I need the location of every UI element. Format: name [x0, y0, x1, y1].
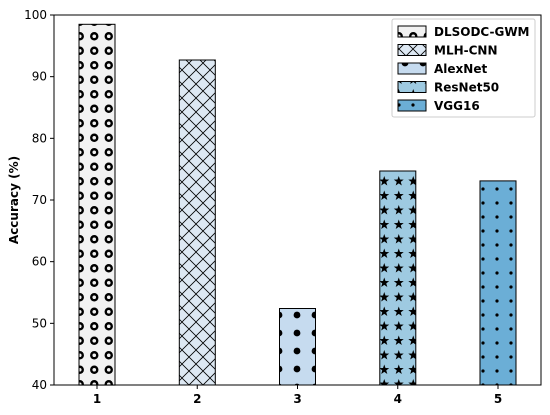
legend-label: VGG16 — [434, 99, 480, 113]
x-tick-label: 2 — [193, 392, 201, 406]
y-tick-label: 40 — [32, 378, 47, 392]
bars-layer — [78, 23, 517, 386]
y-axis: 40 50 60 70 80 90 100 — [24, 8, 54, 392]
y-axis-title: Accuracy (%) — [7, 156, 21, 244]
legend-frame — [391, 18, 536, 118]
legend-swatch — [397, 25, 427, 38]
x-tick-label: 3 — [293, 392, 301, 406]
bar-2 — [178, 59, 216, 386]
legend: DLSODC-GWM MLH-CNN AlexNet ResNet50 VGG16 — [391, 18, 536, 118]
bar-1 — [78, 23, 116, 386]
legend-label: DLSODC-GWM — [434, 25, 530, 39]
y-tick-label: 100 — [24, 8, 47, 22]
y-tick-label: 70 — [32, 193, 47, 207]
x-axis: 1 2 3 4 5 — [93, 385, 502, 406]
bar-4 — [379, 170, 417, 386]
bar-3 — [279, 308, 316, 386]
legend-swatch — [397, 99, 427, 112]
legend-swatch — [397, 81, 427, 93]
y-tick-label: 60 — [32, 255, 47, 269]
x-tick-label: 5 — [494, 392, 502, 406]
y-tick-label: 80 — [32, 131, 47, 145]
legend-swatch — [397, 62, 427, 75]
legend-swatch — [397, 44, 427, 56]
y-tick-label: 90 — [32, 70, 47, 84]
x-tick-label: 4 — [394, 392, 402, 406]
x-tick-label: 1 — [93, 392, 101, 406]
bar-5 — [479, 180, 517, 386]
y-tick-label: 50 — [32, 316, 47, 330]
legend-label: MLH-CNN — [434, 44, 498, 58]
legend-label: AlexNet — [434, 62, 487, 76]
legend-label: ResNet50 — [434, 81, 499, 95]
